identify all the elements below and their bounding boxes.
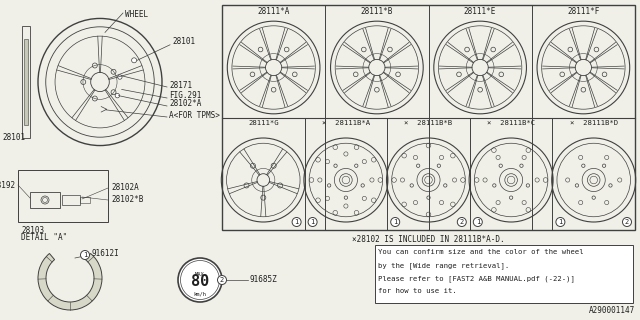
Text: 1: 1 [393, 219, 397, 225]
Wedge shape [38, 253, 102, 310]
Text: 1: 1 [294, 219, 299, 225]
Text: 1: 1 [476, 219, 480, 225]
Bar [18, 170, 108, 222]
Text: 80: 80 [191, 274, 209, 289]
Circle shape [81, 251, 90, 260]
Text: ×  28111B*C: × 28111B*C [487, 120, 535, 126]
Text: 91685Z: 91685Z [250, 276, 278, 284]
Circle shape [474, 218, 483, 227]
Text: 1: 1 [310, 219, 315, 225]
Text: 28192: 28192 [0, 180, 16, 189]
Bar [222, 5, 635, 230]
Text: ×  28111B*D: × 28111B*D [570, 120, 618, 126]
Text: You can confirm size and the color of the wheel: You can confirm size and the color of th… [378, 249, 584, 255]
Bar [80, 197, 90, 203]
Text: Please refer to [FAST2 A&B MANUAL.pdf (-22-)]: Please refer to [FAST2 A&B MANUAL.pdf (-… [378, 275, 575, 282]
Circle shape [458, 218, 467, 227]
Text: ×28102 IS INCLUDED IN 28111B*A-D.: ×28102 IS INCLUDED IN 28111B*A-D. [352, 235, 505, 244]
Circle shape [115, 93, 120, 98]
Circle shape [390, 218, 400, 227]
Text: 2: 2 [460, 219, 464, 225]
Circle shape [556, 218, 565, 227]
Text: FIG.291: FIG.291 [169, 92, 202, 100]
Text: 28102*A: 28102*A [169, 100, 202, 108]
Text: 28111*A: 28111*A [257, 7, 290, 16]
Circle shape [308, 218, 317, 227]
Text: 28101: 28101 [2, 133, 25, 142]
Text: 1: 1 [83, 252, 87, 258]
Bar [62, 195, 80, 205]
Text: 2: 2 [625, 219, 629, 225]
Text: 28111*E: 28111*E [464, 7, 496, 16]
Circle shape [178, 258, 222, 302]
Text: 28111*G: 28111*G [248, 120, 278, 126]
Text: 28111*F: 28111*F [567, 7, 600, 16]
Circle shape [118, 75, 122, 79]
Text: 1: 1 [558, 219, 563, 225]
Text: 28111*B: 28111*B [361, 7, 393, 16]
Bar [30, 192, 60, 208]
Text: WHEEL: WHEEL [125, 10, 148, 19]
Text: 28171: 28171 [169, 81, 192, 90]
Text: 91612I: 91612I [92, 249, 120, 258]
Circle shape [218, 276, 227, 284]
Text: for how to use it.: for how to use it. [378, 288, 457, 294]
Text: 28101: 28101 [172, 37, 195, 46]
Text: 2: 2 [220, 277, 224, 283]
Text: DETAIL "A": DETAIL "A" [21, 233, 67, 242]
Circle shape [623, 218, 632, 227]
Bar [24, 39, 28, 125]
Text: km/h: km/h [193, 292, 207, 297]
Bar [22, 26, 30, 138]
Circle shape [292, 218, 301, 227]
Text: MAX: MAX [195, 272, 205, 277]
Text: 28102A: 28102A [111, 183, 139, 193]
Text: A290001147: A290001147 [589, 306, 635, 315]
Text: 28103: 28103 [21, 226, 44, 235]
Text: A<FOR TPMS>: A<FOR TPMS> [169, 110, 220, 119]
Text: by the [Wide range retrieval].: by the [Wide range retrieval]. [378, 262, 509, 269]
Circle shape [132, 58, 136, 63]
Text: ×  28111B*B: × 28111B*B [404, 120, 452, 126]
Text: 28102*B: 28102*B [111, 196, 143, 204]
Text: ×  28111B*A: × 28111B*A [322, 120, 370, 126]
Bar [375, 245, 633, 303]
